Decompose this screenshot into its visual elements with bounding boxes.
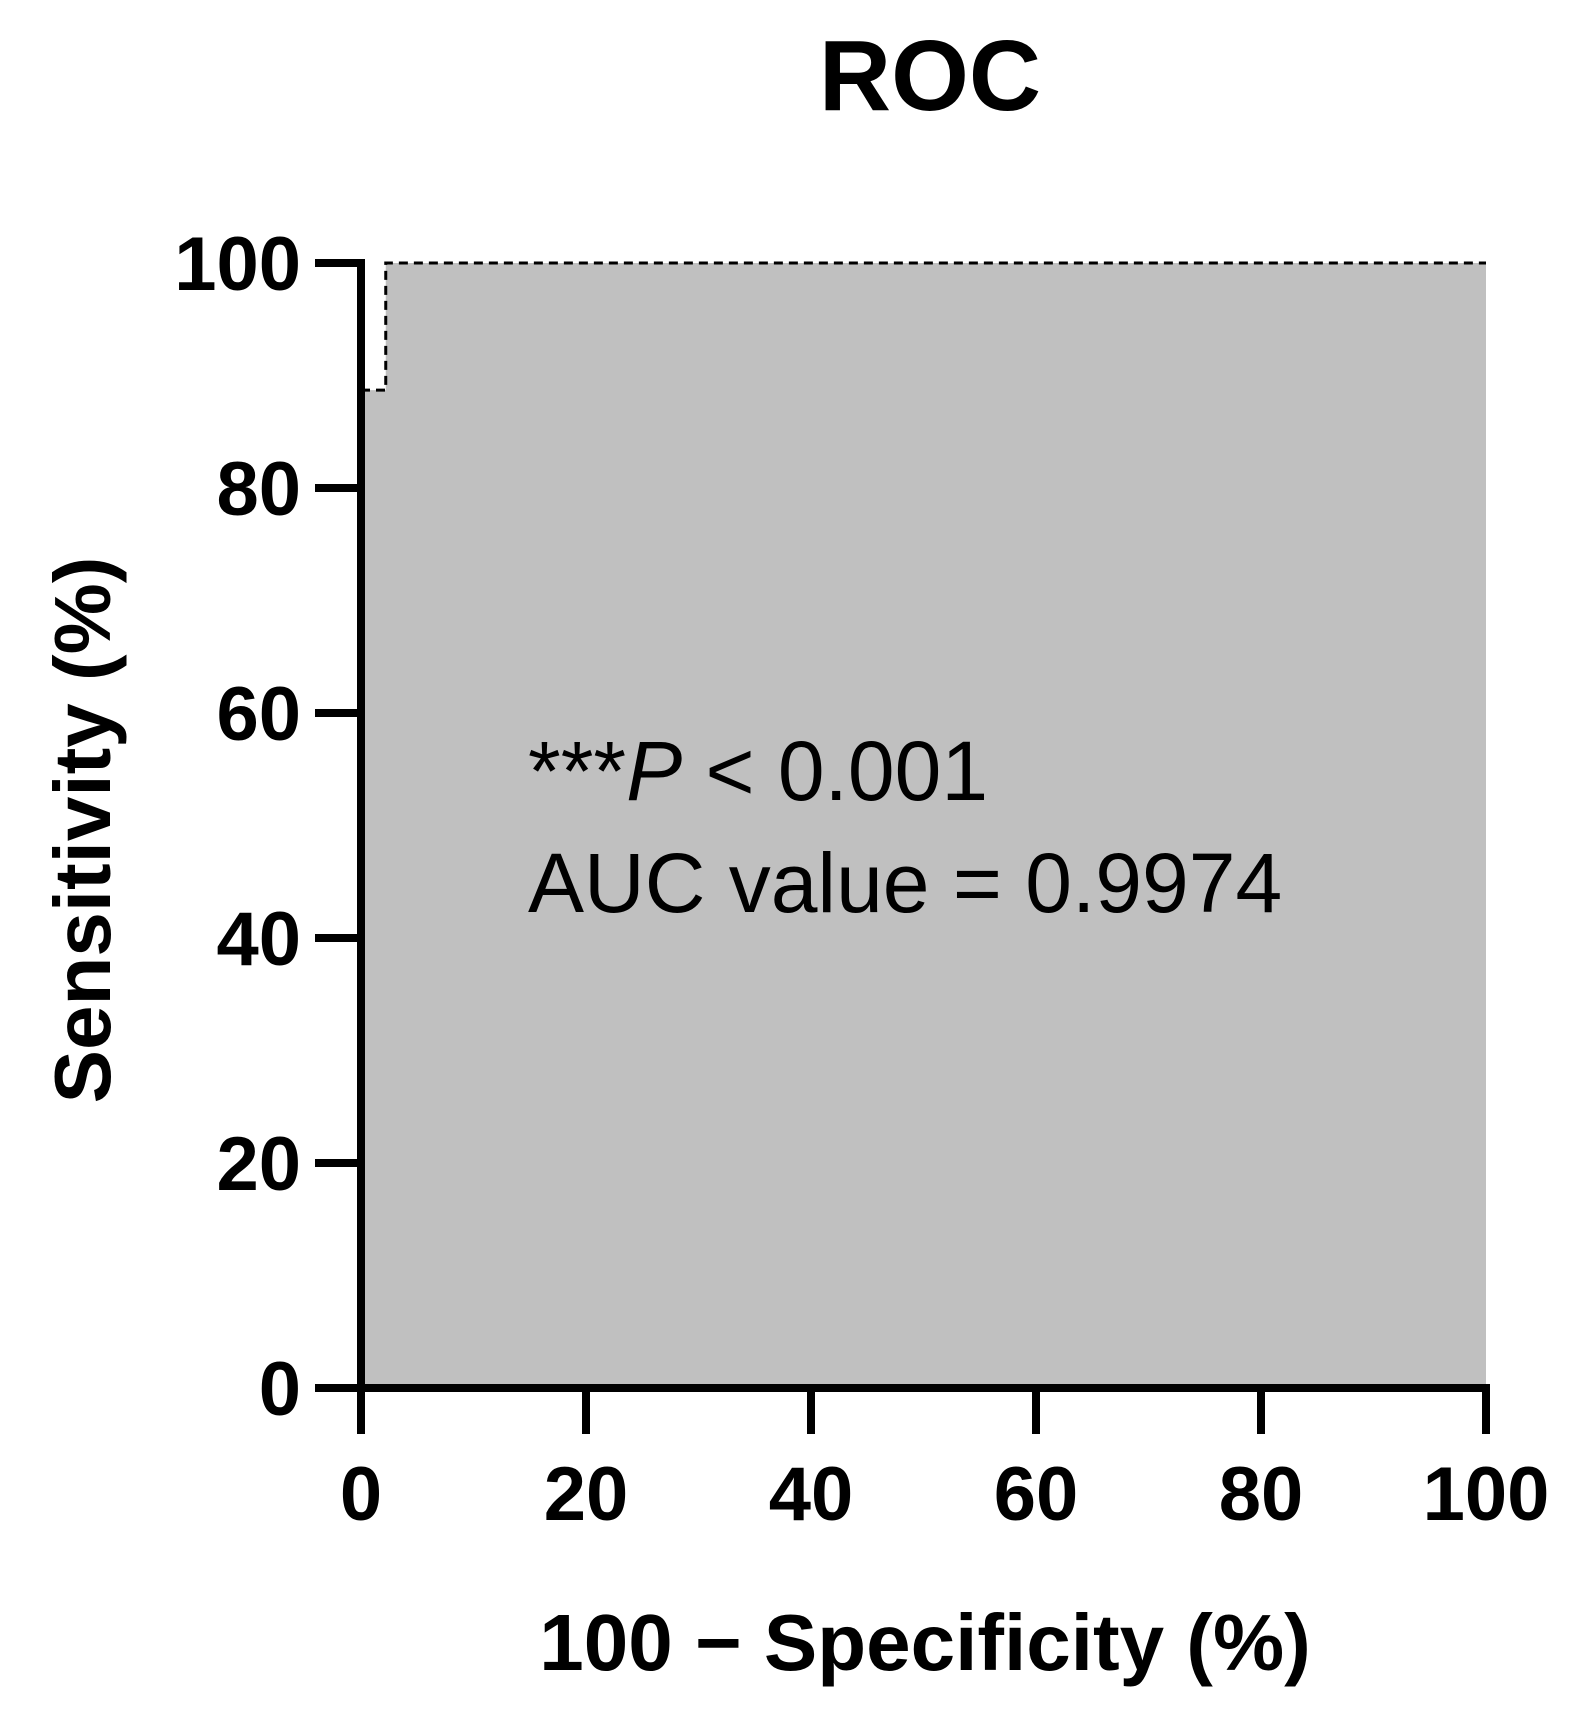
auc-annotation: AUC value = 0.9974: [528, 836, 1282, 930]
p-value-annotation: ***P < 0.001: [528, 724, 988, 818]
chart-title: ROC: [819, 20, 1041, 132]
y-axis-label: Sensitivity (%): [38, 557, 127, 1104]
x-axis-label: 100 − Specificity (%): [539, 1598, 1310, 1687]
y-tick-label: 80: [216, 447, 301, 532]
x-tick-label: 20: [544, 1452, 629, 1537]
x-tick-label: 80: [1219, 1452, 1304, 1537]
y-tick-label: 40: [216, 897, 301, 982]
p-symbol: P: [626, 724, 682, 818]
x-tick-label: 0: [340, 1452, 382, 1537]
y-tick-label: 20: [216, 1122, 301, 1207]
p-value-text: < 0.001: [682, 724, 988, 818]
y-axis: 0 20 40 60 80 100: [174, 222, 365, 1432]
p-stars: ***: [528, 724, 626, 818]
x-axis: 0 20 40 60 80 100: [340, 1384, 1550, 1537]
x-tick-label: 40: [769, 1452, 854, 1537]
roc-area-fill: [361, 263, 1486, 1388]
y-tick-label: 0: [259, 1347, 301, 1432]
y-tick-label: 60: [216, 672, 301, 757]
x-tick-label: 60: [994, 1452, 1079, 1537]
y-tick-label: 100: [174, 222, 301, 307]
x-tick-label: 100: [1423, 1452, 1550, 1537]
